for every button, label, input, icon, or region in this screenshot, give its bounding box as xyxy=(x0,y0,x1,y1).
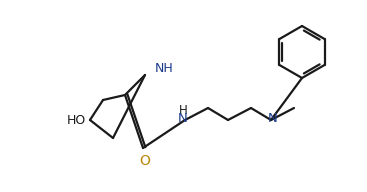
Text: H: H xyxy=(179,104,188,118)
Text: NH: NH xyxy=(155,63,174,75)
Text: N: N xyxy=(178,113,188,126)
Text: O: O xyxy=(139,154,150,168)
Text: HO: HO xyxy=(67,113,86,127)
Text: N: N xyxy=(268,113,278,126)
